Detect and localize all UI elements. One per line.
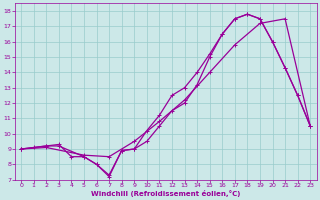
X-axis label: Windchill (Refroidissement éolien,°C): Windchill (Refroidissement éolien,°C) xyxy=(91,190,240,197)
